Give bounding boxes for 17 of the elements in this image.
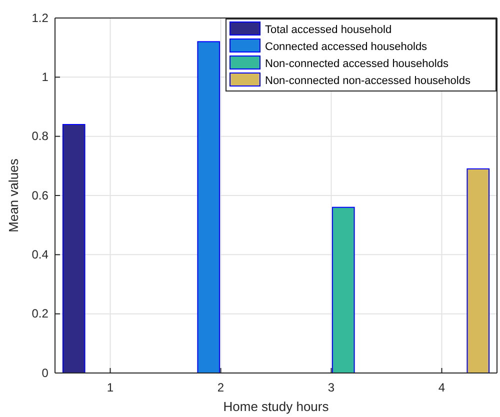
y-tick-label: 0 bbox=[42, 366, 49, 380]
y-tick-label: 0.8 bbox=[32, 129, 49, 144]
x-tick-label: 3 bbox=[328, 380, 335, 395]
x-tick-label: 2 bbox=[217, 380, 224, 395]
x-axis-title: Home study hours bbox=[223, 399, 330, 414]
x-tick-label: 1 bbox=[106, 380, 114, 395]
legend-label: Non-connected accessed households bbox=[265, 58, 449, 70]
legend-label: Connected accessed households bbox=[265, 41, 428, 53]
y-tick-label: 0.4 bbox=[32, 248, 49, 262]
legend-label: Total accessed household bbox=[265, 24, 392, 36]
y-tick-label: 1 bbox=[42, 70, 49, 84]
y-tick-label: 0.2 bbox=[32, 306, 49, 321]
y-tick-label: 1.2 bbox=[32, 10, 49, 25]
legend-label: Non-connected non-accessed households bbox=[265, 75, 471, 87]
x-tick-label: 4 bbox=[438, 380, 446, 395]
y-tick-label: 0.6 bbox=[32, 188, 49, 202]
y-axis-title: Mean values bbox=[6, 158, 21, 232]
